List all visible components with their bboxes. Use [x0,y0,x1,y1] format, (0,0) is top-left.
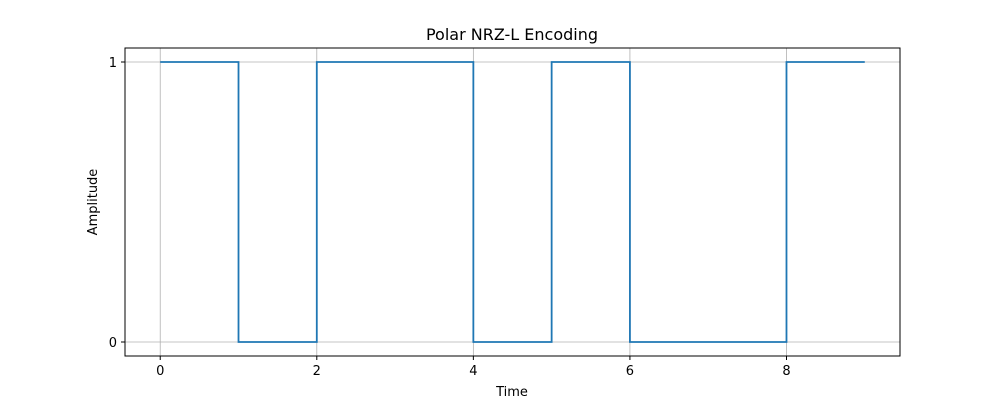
y-tick-label: 1 [109,56,117,71]
y-axis-ticks: 01 [109,56,125,351]
y-tick-label: 0 [109,336,117,351]
x-tick-label: 2 [313,364,321,379]
grid-lines [125,48,900,356]
chart-title: Polar NRZ-L Encoding [426,25,598,44]
x-axis-ticks: 0 2 4 6 8 [156,356,791,379]
signal-line [160,61,865,343]
plot-frame [124,47,901,357]
x-tick-label: 0 [156,364,164,379]
x-tick-label: 8 [782,364,790,379]
x-axis-label: Time [495,385,528,400]
plot-series [160,61,865,343]
x-tick-label: 6 [626,364,634,379]
x-tick-label: 4 [469,364,477,379]
y-axis-label: Amplitude [86,169,101,236]
